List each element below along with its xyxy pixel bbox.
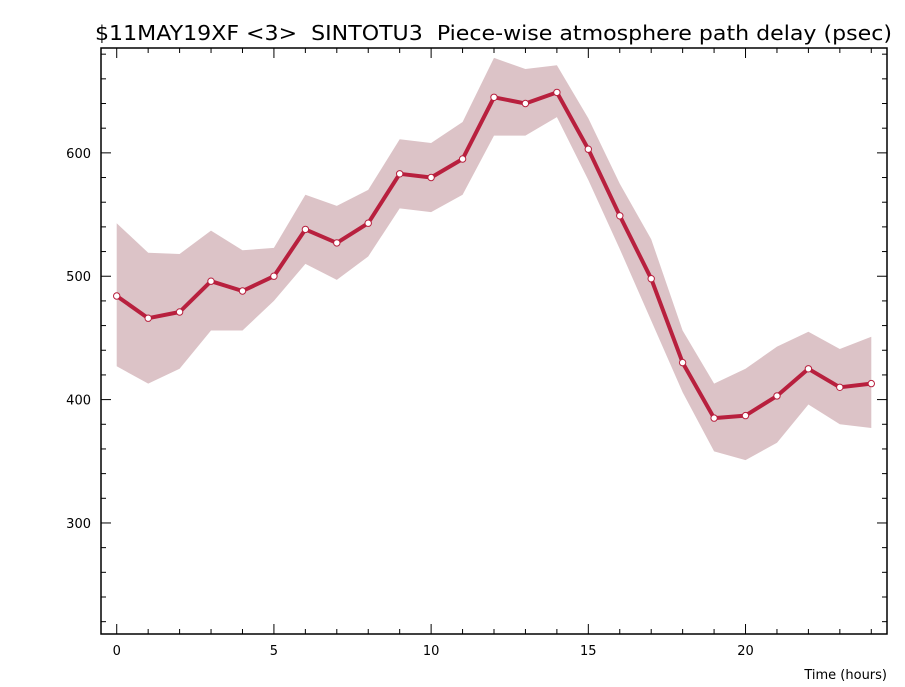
data-point bbox=[113, 292, 121, 300]
axes-group: 0 5 10 15 20 300 400 500 600 bbox=[66, 48, 887, 659]
data-point bbox=[301, 225, 310, 234]
data-point bbox=[616, 212, 624, 220]
data-point bbox=[270, 272, 278, 280]
data-point bbox=[678, 358, 687, 367]
data-point bbox=[207, 277, 215, 285]
chart-title: $11MAY19XF <3> SINTOTU3 Piece-wise atmos… bbox=[95, 21, 892, 45]
x-tick-label: 10 bbox=[423, 644, 440, 659]
data-point bbox=[804, 365, 813, 373]
plot-frame bbox=[100, 47, 888, 635]
x-tick-label: 15 bbox=[580, 644, 597, 659]
data-point bbox=[867, 379, 875, 388]
data-point bbox=[836, 383, 844, 391]
data-point bbox=[521, 99, 530, 108]
y-tick-label: 400 bbox=[66, 394, 91, 409]
data-point bbox=[647, 275, 655, 283]
series-group bbox=[113, 88, 875, 422]
data-point bbox=[584, 145, 592, 153]
x-tick-label: 0 bbox=[113, 644, 121, 659]
data-point bbox=[396, 170, 404, 178]
data-point bbox=[741, 411, 750, 420]
data-point bbox=[364, 219, 372, 227]
data-point bbox=[458, 155, 467, 163]
x-axis-label: Time (hours) bbox=[803, 668, 887, 683]
data-point bbox=[333, 239, 341, 247]
data-point bbox=[238, 287, 247, 295]
x-tick-label: 20 bbox=[737, 644, 754, 659]
error-band bbox=[116, 57, 872, 461]
data-point bbox=[427, 173, 435, 182]
y-tick-label: 300 bbox=[66, 517, 91, 532]
data-point bbox=[710, 414, 718, 422]
data-point bbox=[773, 392, 781, 400]
y-tick-label: 600 bbox=[66, 147, 91, 162]
data-point bbox=[144, 314, 152, 322]
data-point bbox=[553, 88, 561, 97]
data-point bbox=[490, 93, 498, 102]
x-tick-label: 5 bbox=[270, 644, 278, 659]
y-tick-label: 500 bbox=[66, 270, 91, 285]
data-point bbox=[175, 308, 184, 316]
